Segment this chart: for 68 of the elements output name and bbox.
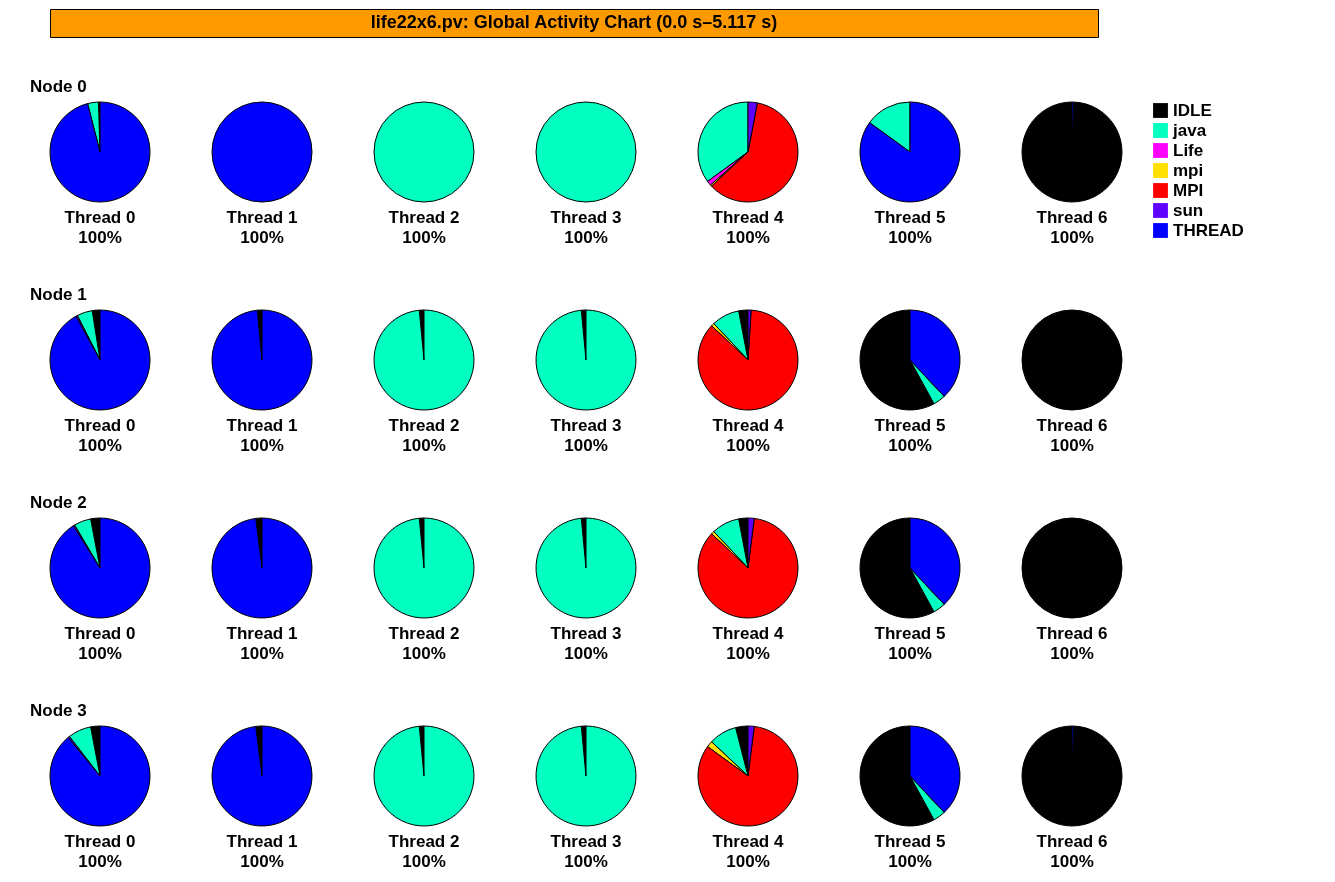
text: 100% <box>888 436 932 455</box>
text: 100% <box>726 228 770 247</box>
text: 100% <box>402 644 446 663</box>
text: Thread 2 <box>388 416 460 435</box>
text: 100% <box>564 436 608 455</box>
text: 100% <box>888 228 932 247</box>
text: 100% <box>240 228 284 247</box>
text: Thread 1 <box>226 624 298 643</box>
text: Node 3 <box>30 701 87 720</box>
legend-label: THREAD <box>1173 220 1244 240</box>
text: Thread 5 <box>874 624 946 643</box>
text: Thread 4 <box>712 624 784 643</box>
text: 100% <box>564 228 608 247</box>
text: 100% <box>78 644 122 663</box>
text: Thread 1 <box>226 416 298 435</box>
text: Thread 2 <box>388 832 460 851</box>
text: Thread 6 <box>1036 624 1108 643</box>
text: Thread 0 <box>64 624 136 643</box>
text: life22x6.pv: Global Activity Chart (0.0 s–5.117 s) <box>370 12 778 32</box>
text: Thread 4 <box>712 832 784 851</box>
text: 100% <box>78 228 122 247</box>
text: 100% <box>726 644 770 663</box>
text: Node 1 <box>30 285 87 304</box>
text: Thread 4 <box>712 208 784 227</box>
text: Thread 6 <box>1036 416 1108 435</box>
text: Thread 5 <box>874 416 946 435</box>
text: 100% <box>726 436 770 455</box>
legend-label: IDLE <box>1173 100 1212 120</box>
text: 100% <box>240 644 284 663</box>
legend-label: Life <box>1173 140 1204 160</box>
text: Thread 0 <box>64 832 136 851</box>
text: 100% <box>564 852 608 871</box>
legend-label: MPI <box>1173 180 1204 200</box>
text: Node 0 <box>30 77 87 96</box>
text: 100% <box>402 228 446 247</box>
text: Thread 0 <box>64 416 136 435</box>
legend-label: sun <box>1173 200 1204 220</box>
text: Thread 6 <box>1036 208 1108 227</box>
text: 100% <box>564 644 608 663</box>
text: Thread 6 <box>1036 832 1108 851</box>
text: Thread 5 <box>874 208 946 227</box>
text: 100% <box>1050 644 1094 663</box>
text: Thread 3 <box>550 832 622 851</box>
legend-label: mpi <box>1173 160 1204 180</box>
text: 100% <box>1050 852 1094 871</box>
text: Thread 2 <box>388 208 460 227</box>
text: Thread 4 <box>712 416 784 435</box>
text: Node 2 <box>30 493 87 512</box>
text: Thread 5 <box>874 832 946 851</box>
text: Thread 3 <box>550 624 622 643</box>
text: Thread 2 <box>388 624 460 643</box>
text: 100% <box>1050 436 1094 455</box>
text: Thread 0 <box>64 208 136 227</box>
text: 100% <box>78 436 122 455</box>
text: Thread 1 <box>226 208 298 227</box>
text: 100% <box>240 436 284 455</box>
text: 100% <box>726 852 770 871</box>
text: Thread 3 <box>550 208 622 227</box>
legend-label: java <box>1172 120 1207 140</box>
text: 100% <box>402 852 446 871</box>
text: 100% <box>1050 228 1094 247</box>
text: 100% <box>402 436 446 455</box>
text: Thread 1 <box>226 832 298 851</box>
text: Thread 3 <box>550 416 622 435</box>
text: 100% <box>78 852 122 871</box>
text: 100% <box>888 644 932 663</box>
text: 100% <box>888 852 932 871</box>
text: 100% <box>240 852 284 871</box>
